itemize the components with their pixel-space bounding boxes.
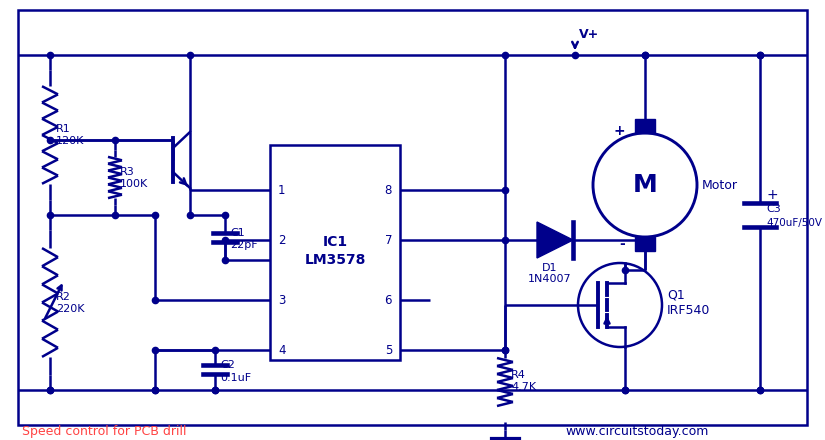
Text: 4: 4 [278, 344, 285, 356]
Text: 22pF: 22pF [230, 240, 257, 250]
Text: 1N4007: 1N4007 [528, 274, 572, 284]
Text: C2: C2 [220, 360, 235, 370]
Text: LM3578: LM3578 [304, 253, 365, 268]
Text: www.circuitstoday.com: www.circuitstoday.com [565, 425, 709, 439]
Text: 3: 3 [278, 293, 285, 307]
Text: R3: R3 [120, 166, 134, 176]
Bar [635, 119, 655, 133]
Text: R4: R4 [511, 370, 526, 380]
Text: 7: 7 [384, 234, 392, 246]
Text: 5: 5 [384, 344, 392, 356]
Text: V+: V+ [579, 28, 599, 41]
Text: Speed control for PCB drill: Speed control for PCB drill [22, 425, 186, 439]
Text: 2: 2 [278, 234, 285, 246]
Text: C1: C1 [230, 228, 245, 238]
Text: D1: D1 [542, 263, 558, 273]
Text: 220K: 220K [56, 304, 84, 313]
Text: 100K: 100K [120, 179, 148, 188]
Text: +: + [613, 124, 625, 138]
Bar [635, 237, 655, 251]
Text: -: - [620, 237, 625, 251]
Text: +: + [766, 188, 778, 202]
Text: Motor: Motor [702, 179, 738, 191]
Text: 8: 8 [384, 183, 392, 197]
Text: C3: C3 [766, 204, 780, 214]
Text: R1: R1 [56, 124, 71, 134]
Text: 1: 1 [278, 183, 285, 197]
Text: 4.7K: 4.7K [511, 382, 536, 392]
Text: M: M [633, 173, 658, 197]
Text: 0.1uF: 0.1uF [220, 373, 251, 383]
Text: IRF540: IRF540 [667, 304, 710, 318]
Bar [270, 145, 400, 360]
Text: 470uF/50V: 470uF/50V [766, 218, 822, 228]
Text: Q1: Q1 [667, 289, 685, 301]
Text: 120K: 120K [56, 136, 84, 146]
Text: 6: 6 [384, 293, 392, 307]
Text: R2: R2 [56, 291, 71, 301]
Text: IC1: IC1 [323, 235, 347, 249]
Polygon shape [537, 222, 573, 258]
